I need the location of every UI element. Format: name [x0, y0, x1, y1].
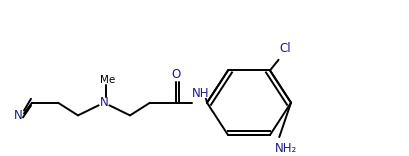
Text: O: O [171, 68, 180, 81]
Text: Me: Me [100, 75, 115, 85]
Text: Cl: Cl [279, 42, 290, 55]
Text: NH₂: NH₂ [274, 142, 297, 155]
Text: N: N [13, 109, 22, 122]
Text: NH: NH [192, 87, 209, 100]
Text: N: N [99, 96, 108, 109]
